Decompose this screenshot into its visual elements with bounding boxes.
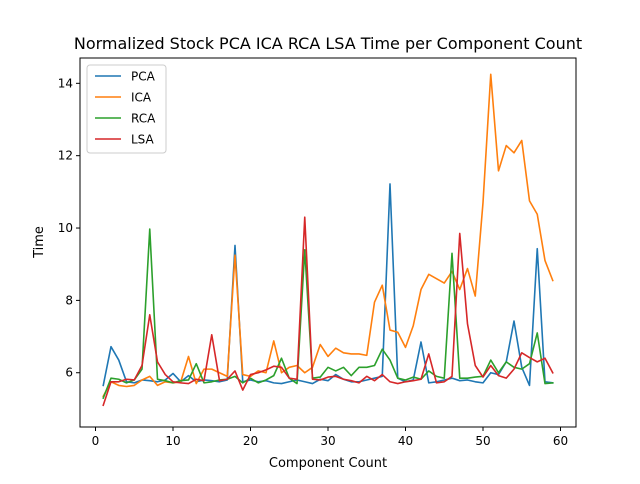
legend: PCA ICA RCA LSA (86, 64, 167, 154)
legend-label-ica: ICA (131, 91, 152, 105)
series-line-lsa (102, 216, 554, 407)
x-tick-label: 60 (553, 434, 568, 448)
x-axis-label: Component Count (269, 456, 387, 471)
x-tick-label: 40 (398, 434, 413, 448)
legend-box (86, 64, 167, 154)
x-tick-label: 10 (165, 434, 180, 448)
series-layer (102, 73, 554, 407)
x-tick-label: 30 (320, 434, 335, 448)
legend-label-rca: RCA (131, 112, 156, 126)
legend-label-lsa: LSA (131, 133, 155, 147)
x-tick-label: 50 (475, 434, 490, 448)
y-ticks: 6 8 10 12 14 (58, 76, 80, 380)
y-tick-label: 6 (65, 366, 73, 380)
legend-label-pca: PCA (131, 70, 156, 84)
chart-title: Normalized Stock PCA ICA RCA LSA Time pe… (74, 34, 582, 53)
series-line-pca (102, 183, 554, 387)
legend-items: PCA ICA RCA LSA (95, 70, 156, 147)
y-tick-label: 8 (65, 293, 73, 307)
y-axis-label: Time (32, 226, 47, 259)
x-tick-label: 20 (243, 434, 258, 448)
x-tick-label: 0 (92, 434, 100, 448)
y-tick-label: 12 (58, 149, 73, 163)
x-ticks: 0 10 20 30 40 50 60 (92, 427, 568, 448)
y-tick-label: 10 (58, 221, 73, 235)
y-tick-label: 14 (58, 76, 73, 90)
series-line-rca (102, 228, 554, 400)
